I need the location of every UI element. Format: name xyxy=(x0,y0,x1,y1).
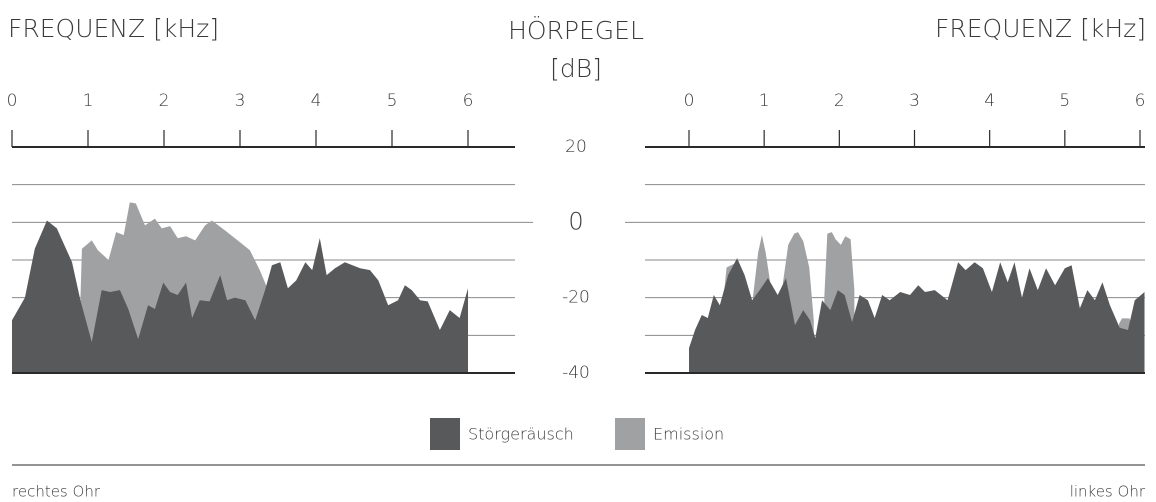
x-tick-label: 1 xyxy=(83,91,94,111)
x-tick-label: 3 xyxy=(909,91,920,111)
y-tick-label: 0 xyxy=(568,207,583,235)
x-tick-label: 0 xyxy=(684,91,695,111)
x-tick-label: 6 xyxy=(463,91,474,111)
y-axis-label: HÖRPEGEL [dB] xyxy=(508,16,644,83)
panel-title: FREQUENZ [kHz] xyxy=(935,14,1146,43)
x-tick-label: 0 xyxy=(7,91,18,111)
y-tick-label: -20 xyxy=(562,288,590,308)
panel-title: FREQUENZ [kHz] xyxy=(8,14,219,43)
panel-caption: linkes Ohr xyxy=(1070,483,1146,501)
x-tick-label: 2 xyxy=(834,91,845,111)
legend-label: Störgeräusch xyxy=(468,425,574,444)
noise-area xyxy=(12,220,468,373)
legend-swatch xyxy=(430,418,460,450)
x-tick-label: 4 xyxy=(311,91,322,111)
x-tick-label: 4 xyxy=(984,91,995,111)
legend-label: Emission xyxy=(653,425,724,444)
x-tick-label: 5 xyxy=(1059,91,1070,111)
y-tick-label: 20 xyxy=(565,137,587,157)
panel-caption: rechtes Ohr xyxy=(12,483,101,501)
x-tick-label: 1 xyxy=(759,91,770,111)
x-tick-label: 2 xyxy=(159,91,170,111)
noise-area xyxy=(689,258,1145,373)
legend-swatch xyxy=(615,418,645,450)
x-tick-label: 5 xyxy=(387,91,398,111)
x-tick-label: 6 xyxy=(1135,91,1146,111)
x-tick-label: 3 xyxy=(235,91,246,111)
y-tick-label: -40 xyxy=(562,363,590,383)
